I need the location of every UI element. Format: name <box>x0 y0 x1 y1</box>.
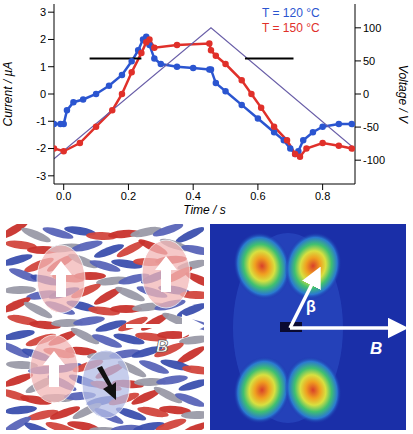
svg-text:50: 50 <box>363 55 375 67</box>
svg-text:0.8: 0.8 <box>315 190 330 202</box>
svg-text:Current / µA: Current / µA <box>1 62 15 127</box>
svg-text:-50: -50 <box>363 121 379 133</box>
svg-text:-100: -100 <box>363 154 385 166</box>
svg-text:-1: -1 <box>36 115 46 127</box>
svg-text:100: 100 <box>363 22 381 34</box>
svg-text:-2: -2 <box>36 142 46 154</box>
svg-text:0.0: 0.0 <box>56 190 71 202</box>
svg-text:3: 3 <box>40 6 46 18</box>
svg-text:0.2: 0.2 <box>121 190 136 202</box>
svg-text:B: B <box>156 337 168 356</box>
svg-text:2: 2 <box>40 33 46 45</box>
svg-text:B: B <box>370 339 382 358</box>
html-text:T = 120 °C: T = 120 °C <box>262 6 320 20</box>
svg-text:-3: -3 <box>36 170 46 182</box>
svg-text:0.6: 0.6 <box>250 190 265 202</box>
svg-text:1: 1 <box>40 61 46 73</box>
svg-text:Voltage / V: Voltage / V <box>396 65 410 124</box>
svg-text:0: 0 <box>363 88 369 100</box>
html-text:T = 150 °C: T = 150 °C <box>262 21 320 35</box>
svg-text:0: 0 <box>40 88 46 100</box>
svg-text:0.4: 0.4 <box>186 190 201 202</box>
svg-text:β: β <box>306 298 316 315</box>
svg-text:Time / s: Time / s <box>183 203 226 217</box>
